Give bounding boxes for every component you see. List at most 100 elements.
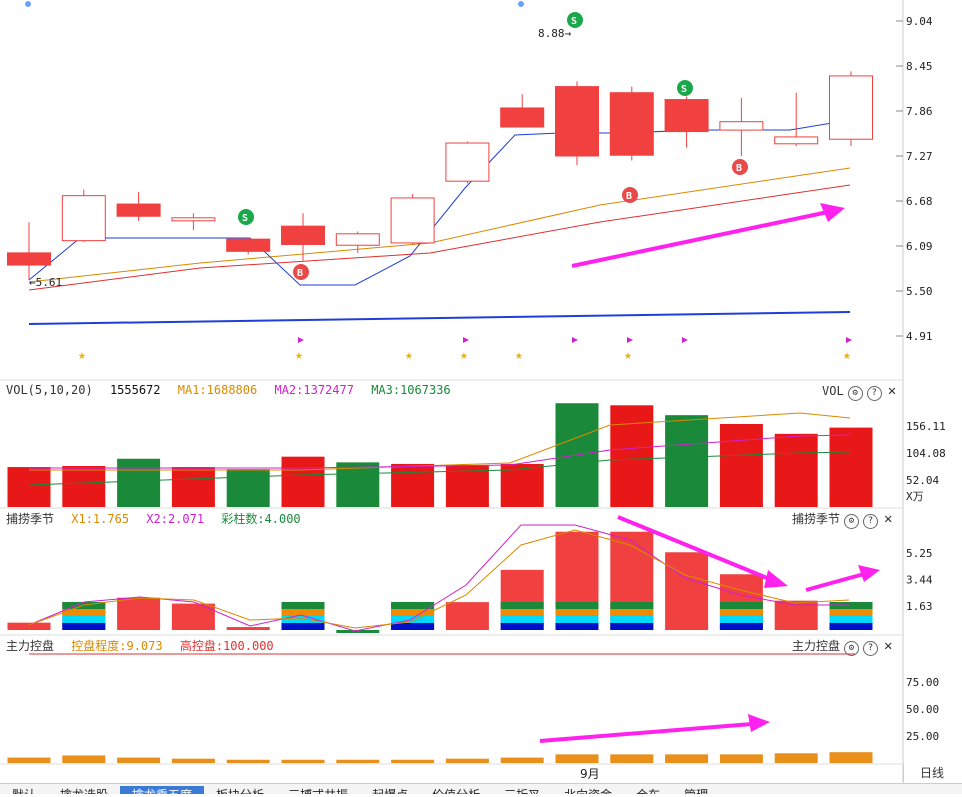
price-tick-label: 6.09: [906, 240, 933, 253]
vol-tick-label: 156.11: [906, 420, 946, 433]
close-icon[interactable]: ✕: [887, 383, 897, 399]
season-color-bar: [555, 616, 599, 623]
control-tick-label: 75.00: [906, 676, 939, 689]
star-icon: ★: [515, 348, 523, 363]
star-icon: ★: [78, 348, 86, 363]
volume-bar: [719, 423, 763, 507]
ma-line-orange: [28, 167, 851, 283]
sell-signal-icon: [567, 12, 583, 28]
help-icon[interactable]: ?: [863, 514, 879, 529]
tab-item[interactable]: 价值分析: [420, 786, 492, 794]
vol-controls: VOL ⚙? ✕: [822, 383, 896, 401]
tab-item[interactable]: 三搏式共振: [276, 786, 360, 794]
control-high: 高控盘:100.000: [179, 639, 274, 653]
season-color-bar: [555, 623, 599, 630]
flag-icon: [463, 337, 469, 343]
vol-ma1: MA1:1688806: [177, 383, 258, 397]
volume-bar: [171, 467, 215, 507]
season-bar: [7, 622, 51, 630]
season-tick-label: 1.63: [906, 600, 933, 613]
season-color-bar: [555, 602, 599, 609]
season-bar: [445, 602, 489, 630]
season-color-bar: [391, 602, 435, 609]
daily-button[interactable]: 日线: [903, 764, 960, 782]
vol-title: VOL(5,10,20): [6, 383, 93, 397]
tab-item[interactable]: 板块分析: [204, 786, 276, 794]
dot-icon: [518, 1, 524, 7]
volume-bar: [829, 427, 873, 507]
sell-signal-icon: [238, 209, 254, 225]
volume-bar: [62, 466, 106, 507]
close-icon[interactable]: ✕: [884, 511, 893, 527]
candle-body: [7, 252, 51, 266]
tab-item[interactable]: 仓车: [624, 786, 672, 794]
season-color-bar: [610, 623, 654, 630]
control-bar: [171, 758, 215, 763]
season-arrowhead-down: [764, 570, 788, 588]
settings-icon[interactable]: ⚙: [844, 514, 860, 529]
volume-bar: [117, 458, 161, 507]
help-icon[interactable]: ?: [863, 641, 879, 656]
tab-item[interactable]: 擒龙选股: [48, 786, 120, 794]
season-header: 捕捞季节 X1:1.765 X2:2.071 彩柱数:4.000: [6, 510, 311, 527]
season-bar: [665, 552, 709, 630]
tab-item[interactable]: 北向资金: [552, 786, 624, 794]
control-right-label: 主力控盘: [792, 639, 841, 653]
tab-item[interactable]: 三折叉: [492, 786, 552, 794]
control-controls: 主力控盘 ⚙? ✕: [792, 637, 892, 656]
price-tick-label: 6.68: [906, 195, 933, 208]
high-price-label: 8.88→: [538, 27, 571, 40]
control-bar: [7, 757, 51, 763]
season-x1-line: [28, 529, 850, 629]
volume-bar: [336, 462, 380, 507]
volume-bar: [665, 415, 709, 507]
settings-icon[interactable]: ⚙: [844, 641, 860, 656]
price-tick-label: 7.27: [906, 150, 933, 163]
season-bar: [171, 603, 215, 630]
candle-body: [226, 238, 271, 252]
season-color-bar: [829, 623, 873, 630]
season-bar: [226, 627, 270, 630]
volume-bar: [226, 469, 270, 507]
vol-ma-magenta: [29, 434, 851, 469]
control-bar: [719, 754, 763, 763]
season-tick-label: 3.44: [906, 574, 933, 587]
tab-item[interactable]: 起爆点: [360, 786, 420, 794]
control-bar: [62, 755, 106, 763]
sell-signal-icon-letter: S: [242, 213, 248, 224]
sell-signal-icon-letter: S: [681, 84, 687, 95]
season-color-bar: [500, 609, 544, 616]
vol-ma2: MA2:1372477: [274, 383, 354, 397]
vol-right-label: VOL: [822, 384, 844, 398]
price-tick-label: 5.50: [906, 285, 933, 298]
close-icon[interactable]: ✕: [884, 638, 893, 654]
vol-ma-green: [28, 451, 851, 486]
candle-body: [445, 142, 490, 182]
control-bar: [391, 759, 435, 763]
tab-item[interactable]: 默认: [0, 786, 48, 794]
control-bar: [555, 754, 599, 763]
season-count: 彩柱数:4.000: [221, 512, 301, 526]
control-bar: [336, 759, 380, 763]
candle-body: [555, 86, 599, 157]
help-icon[interactable]: ?: [866, 386, 882, 401]
price-tick-label: 7.86: [906, 105, 933, 118]
season-color-bar: [391, 609, 435, 616]
tab-item[interactable]: 管理: [672, 786, 720, 794]
candle-body: [500, 107, 545, 128]
settings-icon[interactable]: ⚙: [847, 386, 863, 401]
volume-bar: [7, 467, 51, 507]
control-bar: [829, 752, 873, 763]
season-color-bar: [281, 602, 325, 609]
control-bar: [774, 753, 818, 763]
season-arrow-down: [617, 515, 773, 582]
control-tick-label: 25.00: [906, 730, 939, 743]
season-right-label: 捕捞季节: [792, 512, 841, 526]
season-color-bar: [281, 616, 325, 623]
candle-body: [609, 92, 654, 156]
trend-arrow: [571, 210, 829, 268]
tab-item[interactable]: 擒龙乘五度: [120, 786, 205, 794]
buy-signal-icon-letter: B: [736, 163, 742, 174]
season-color-bar: [62, 609, 106, 616]
season-color-bar: [719, 616, 763, 623]
